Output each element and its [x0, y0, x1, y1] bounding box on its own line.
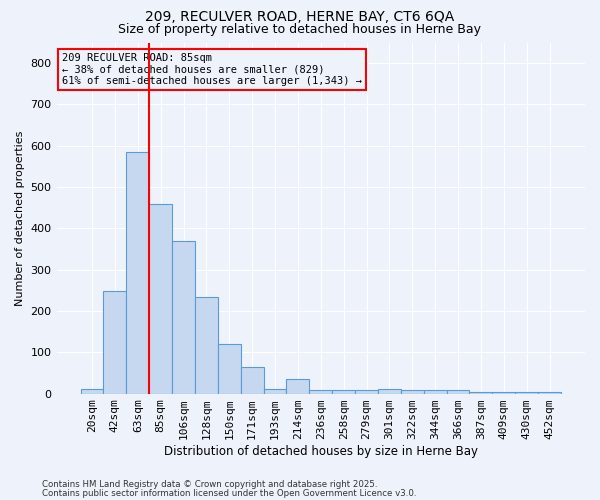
Text: Size of property relative to detached houses in Herne Bay: Size of property relative to detached ho… [119, 22, 482, 36]
Bar [195, 296, 218, 394]
Y-axis label: Number of detached properties: Number of detached properties [15, 130, 25, 306]
Bar [538, 392, 561, 394]
Bar [286, 379, 310, 394]
Bar [241, 366, 263, 394]
Bar [446, 390, 469, 394]
Text: 209, RECULVER ROAD, HERNE BAY, CT6 6QA: 209, RECULVER ROAD, HERNE BAY, CT6 6QA [145, 10, 455, 24]
Bar [127, 152, 149, 394]
Bar [80, 390, 103, 394]
Bar [378, 388, 401, 394]
Bar [103, 291, 127, 394]
Text: Contains HM Land Registry data © Crown copyright and database right 2025.: Contains HM Land Registry data © Crown c… [42, 480, 377, 489]
Text: 209 RECULVER ROAD: 85sqm
← 38% of detached houses are smaller (829)
61% of semi-: 209 RECULVER ROAD: 85sqm ← 38% of detach… [62, 53, 362, 86]
Bar [149, 204, 172, 394]
Bar [401, 390, 424, 394]
Bar [469, 392, 493, 394]
Bar [310, 390, 332, 394]
Bar [355, 390, 378, 394]
Bar [263, 390, 286, 394]
Bar [218, 344, 241, 394]
Text: Contains public sector information licensed under the Open Government Licence v3: Contains public sector information licen… [42, 488, 416, 498]
X-axis label: Distribution of detached houses by size in Herne Bay: Distribution of detached houses by size … [164, 444, 478, 458]
Bar [332, 390, 355, 394]
Bar [172, 241, 195, 394]
Bar [493, 392, 515, 394]
Bar [515, 392, 538, 394]
Bar [424, 390, 446, 394]
